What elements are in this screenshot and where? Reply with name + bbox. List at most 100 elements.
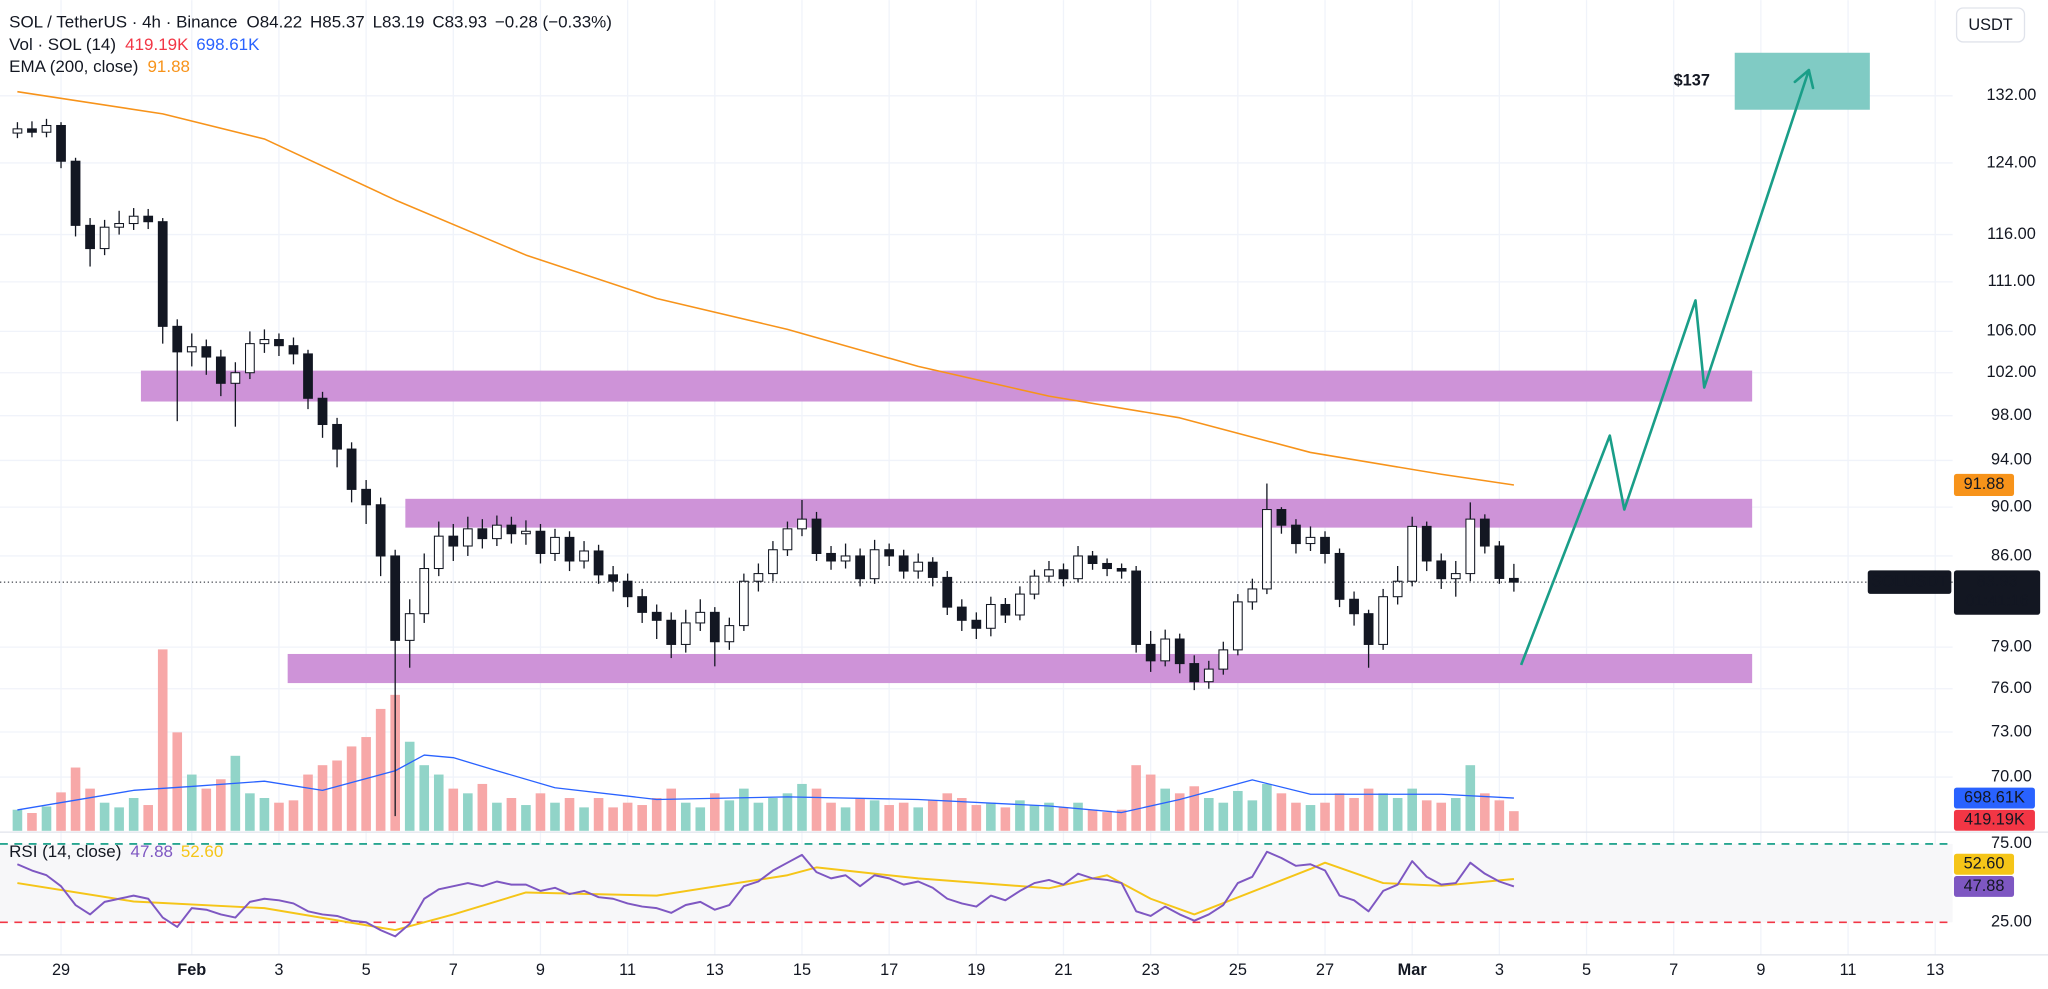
candle-body [1436,560,1447,580]
candle-body [521,530,531,535]
candle-body [41,124,52,133]
currency-button[interactable]: USDT [1955,7,2026,43]
ema-name: EMA (200, close) [9,58,138,77]
candle-body [593,550,604,576]
y-tick-label: 116.00 [1987,225,2036,243]
candle-body [1509,577,1519,583]
volume-bar [143,805,153,831]
candle-body [738,580,749,627]
target-box [1734,52,1870,110]
countdown-label: 01:41:16 [1965,592,2029,610]
volume-bar [230,755,241,831]
candle-body [840,555,851,562]
target-label: $137 [1674,72,1710,90]
candle-body [215,356,226,384]
candle-body [1320,536,1330,554]
volume-bar [128,798,139,831]
volume-bar [1044,802,1054,831]
volume-bar [608,807,618,831]
x-tick-label: 25 [1229,961,1247,979]
volume-axis-label-box [1953,809,2035,831]
candle-body [579,550,589,562]
candle-body [1262,509,1272,590]
rsi-tick-label: 25.00 [1991,913,2032,931]
support-resistance-zone [405,498,1753,528]
ema-value: 91.88 [148,58,190,77]
candle-body [1479,518,1490,547]
ohlc-low: L83.19 [373,13,425,32]
volume-bar [27,813,37,831]
candle-body [1218,649,1229,670]
volume-bar [768,798,778,831]
volume-bar [433,774,444,831]
ohlc-open: O84.22 [247,13,303,32]
y-tick-label: 90.00 [1991,497,2032,515]
candle-body [1145,643,1156,662]
x-tick-label: 9 [536,961,545,979]
candle-body [1276,509,1287,526]
volume-bar [1218,802,1229,831]
volume-bar [666,788,677,831]
y-tick-label: 73.00 [1991,722,2032,740]
y-tick-label: 111.00 [1988,272,2035,290]
volume-bar [85,788,95,831]
volume-bar [361,737,371,831]
x-tick-label: 3 [1495,961,1504,979]
zones-layer [140,370,1753,684]
candle-body [317,397,328,426]
volume-ma-value: 698.61K [196,35,260,54]
volume-bar [1029,805,1040,831]
projection-path [1519,69,1811,666]
candle-body [898,555,909,572]
x-tick-label: 11 [619,961,636,979]
candle-body [1407,525,1418,582]
candle-body [99,226,110,250]
candle-body [1029,575,1040,595]
rsi-line [16,850,1515,938]
candle-body [172,325,183,353]
candle-body [666,619,677,645]
volume-bar [1000,807,1011,831]
x-tick-label: 27 [1316,961,1334,979]
candle-body [1291,524,1301,545]
y-tick-label: 124.00 [1986,153,2036,171]
volume-bar [680,802,691,831]
annotation-layer: $137 [0,52,1953,666]
rsi-name: RSI (14, close) [9,843,121,862]
candle-body [85,224,95,250]
ema-line [17,90,1515,486]
x-tick-label: 19 [967,961,985,979]
rsi-ma-axis-label-box [1953,853,2015,875]
volume-bar [1160,788,1170,831]
symbol: SOL / TetherUS · 4h · Binance [9,13,237,32]
volume-bar [1494,800,1505,831]
volume-bar [463,793,473,831]
volume-bar [12,809,23,831]
candle-body [303,353,313,399]
volume-bar [840,807,851,831]
arrow-head [1807,68,1815,90]
volume-bar [1465,765,1476,831]
volume-bar [492,802,502,831]
candle-body [1058,569,1069,580]
currency-button-frame[interactable] [1955,7,2026,43]
x-tick-label: 21 [1054,961,1072,979]
volume-bar [303,774,313,831]
candle-body [1465,518,1476,575]
candle-body [390,555,401,641]
ema-price-label-box [1953,473,2015,497]
y-tick-label: 98.00 [1991,406,2032,424]
ema-legend: EMA (200, close) 91.88 [9,58,190,77]
candle-body [753,573,764,582]
x-tick-label: 5 [362,961,371,979]
volume-bar [1480,793,1490,831]
candle-body [332,423,342,450]
volume-name: Vol · SOL (14) [9,35,116,54]
candle-body [608,574,618,582]
volume-bar [622,802,633,831]
currency-button-label[interactable]: USDT [1968,16,2012,34]
candle-body [1363,613,1374,645]
volume-bar [346,746,357,831]
